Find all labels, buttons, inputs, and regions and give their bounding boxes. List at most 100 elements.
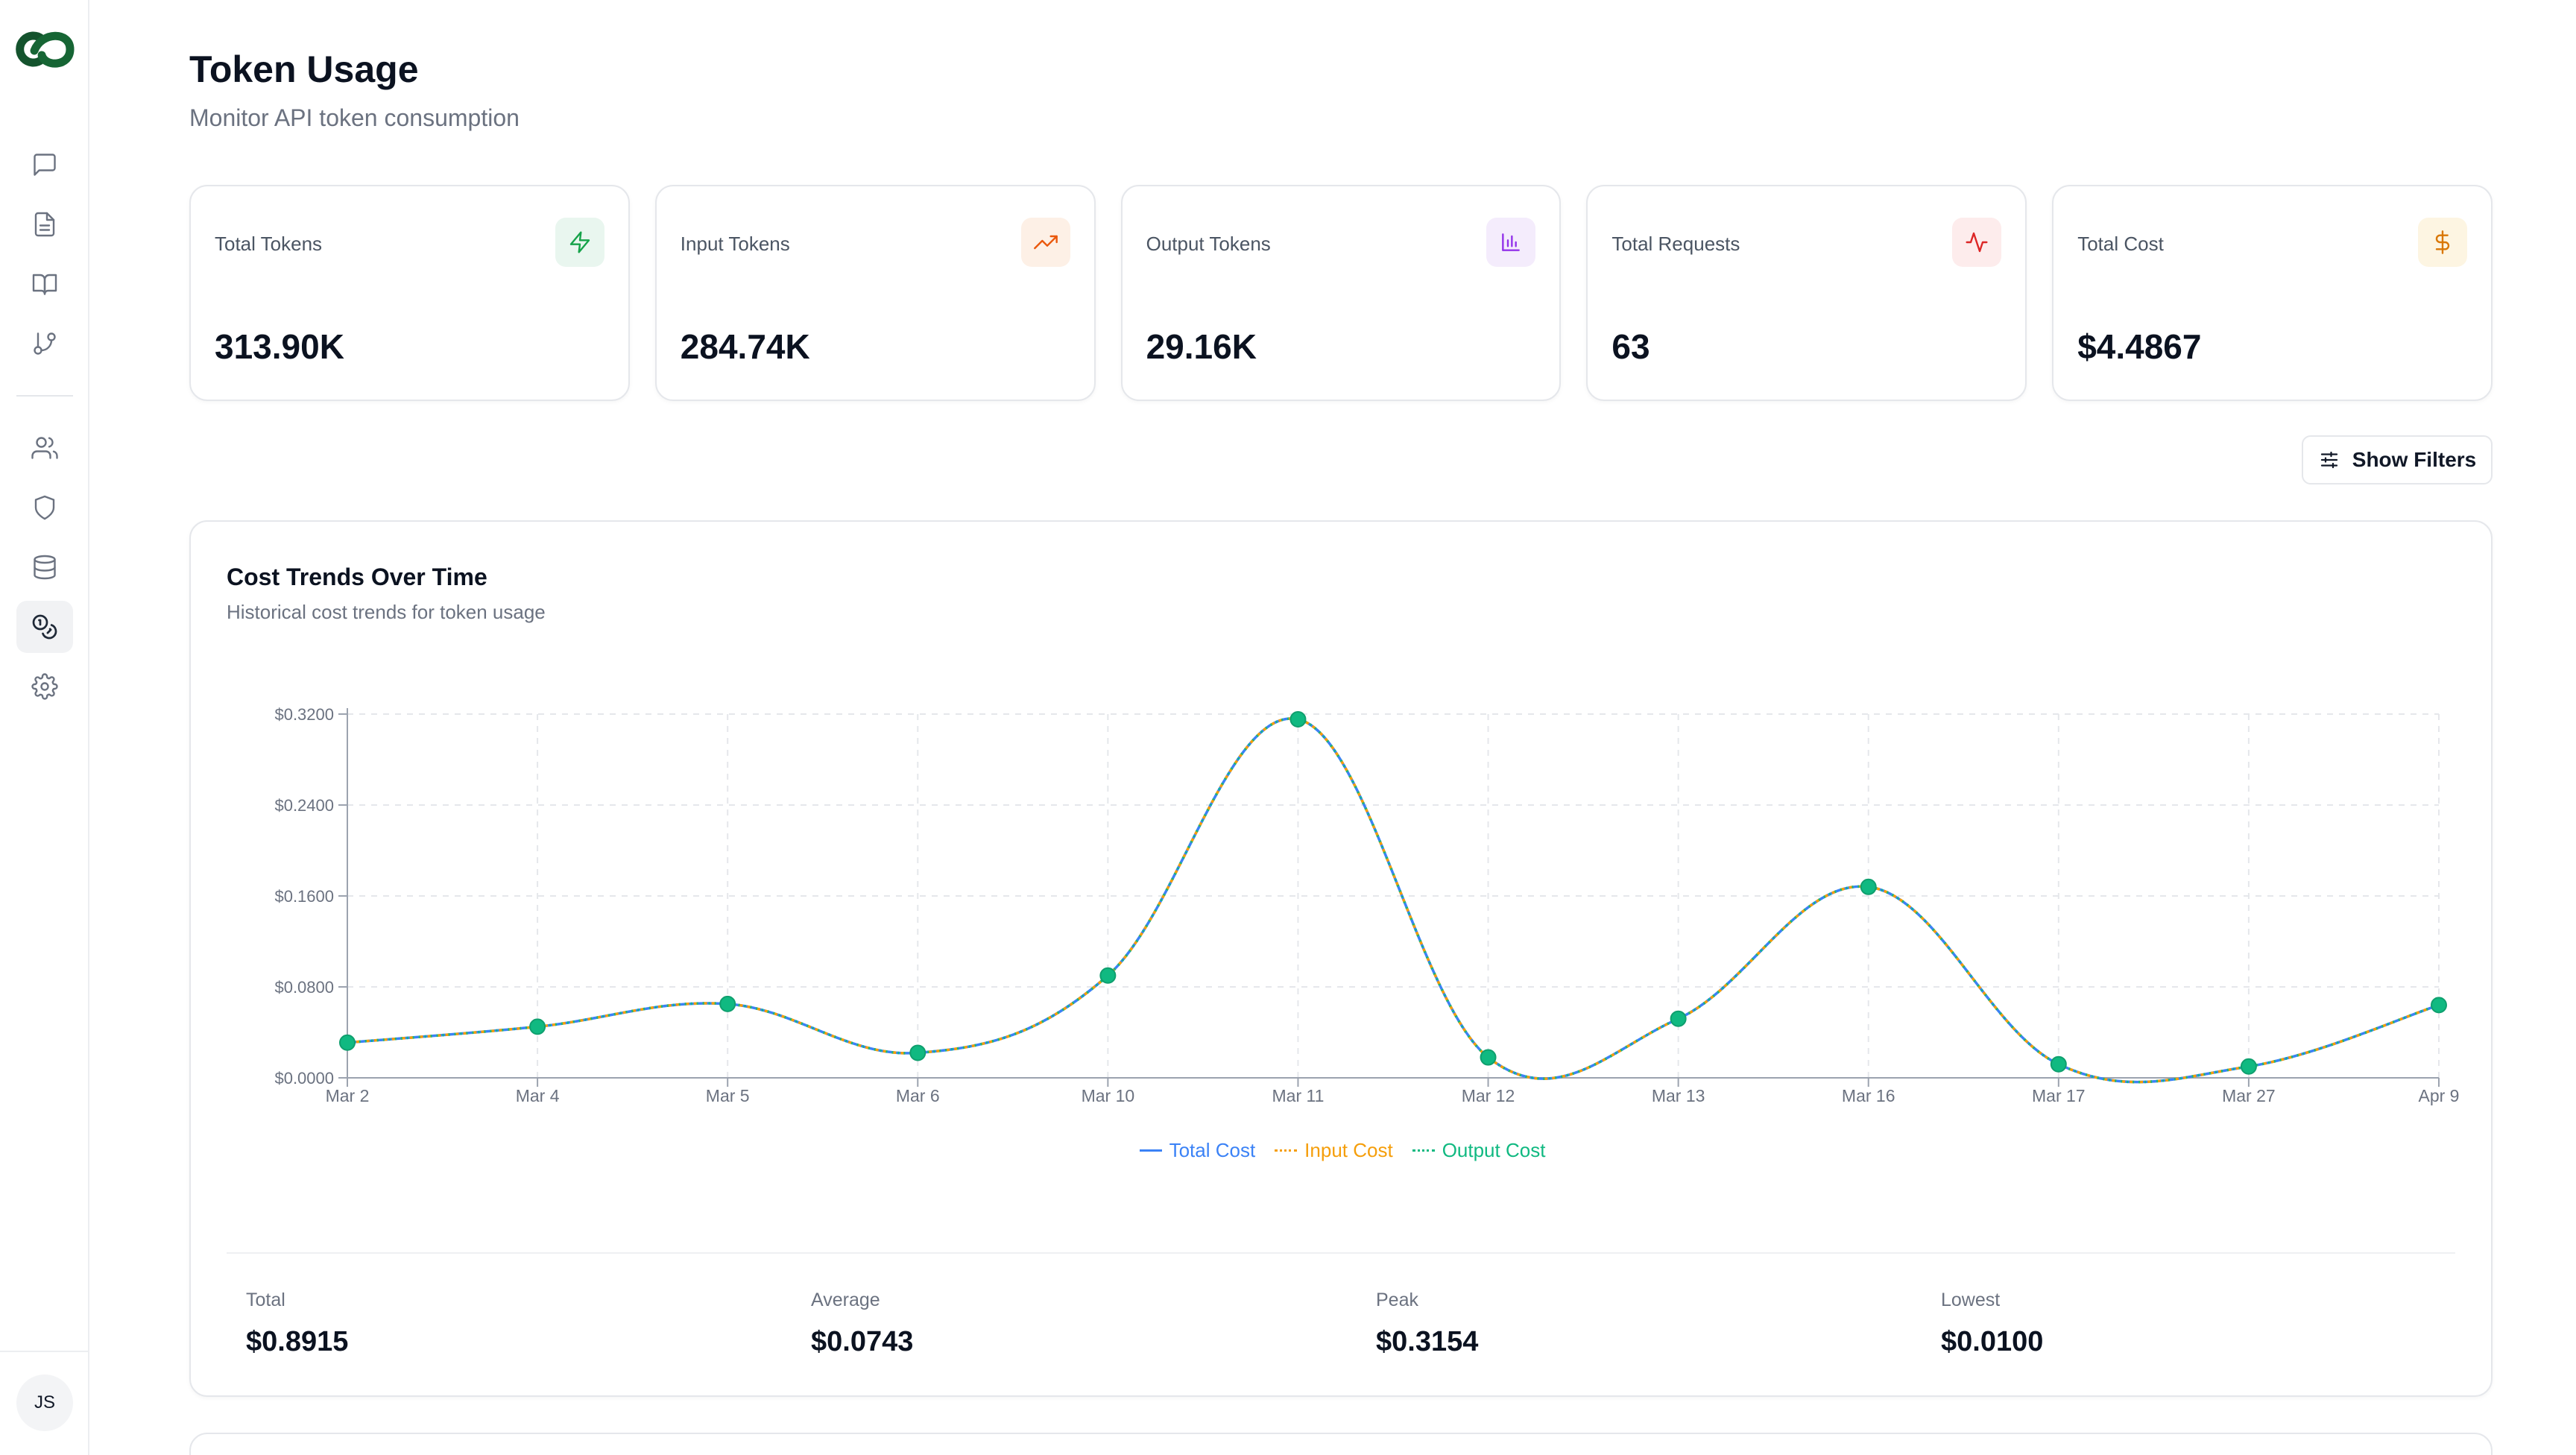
stat-card-input-tokens: Input Tokens 284.74K [654, 185, 1096, 401]
stat-card-output-tokens: Output Tokens 29.16K [1120, 185, 1562, 401]
stat-card-label: Total Cost [2077, 233, 2164, 255]
x-tick-label: Mar 5 [706, 1086, 750, 1105]
nav-database-icon[interactable] [16, 541, 73, 593]
data-point [2431, 997, 2447, 1014]
x-tick-label: Mar 17 [2032, 1086, 2086, 1105]
legend-label: Input Cost [1304, 1139, 1393, 1161]
data-point [719, 995, 736, 1012]
stat-card-value: 63 [1611, 327, 1650, 366]
x-tick-label: Mar 6 [896, 1086, 940, 1105]
data-point [1860, 878, 1877, 895]
stat-total: Total $0.8915 [246, 1290, 348, 1358]
data-point [1099, 967, 1117, 984]
stat-value: $0.8915 [246, 1326, 349, 1357]
stats-divider [227, 1252, 2455, 1254]
series-line-input-cost [347, 717, 2440, 1084]
cost-trends-chart: $0.0000 $0.0800 $0.1600 $0.2400 $0.3200 Mar 2… [274, 705, 2460, 1105]
stat-card-total-tokens: Total Tokens 313.90K [189, 185, 630, 401]
stat-value: $0.0100 [1941, 1326, 2044, 1357]
legend-item-input-cost[interactable]: Input Cost [1275, 1139, 1393, 1162]
legend-item-output-cost[interactable]: Output Cost [1412, 1139, 1546, 1162]
stat-cards: Total Tokens 313.90K Input Tokens 284.74K Ou… [189, 185, 2493, 401]
trending-up-icon [1020, 218, 1070, 267]
y-tick-label: $0.1600 [274, 887, 334, 906]
app-logo-icon[interactable] [12, 25, 78, 73]
stat-card-value: 29.16K [1146, 327, 1257, 366]
sidebar-footer: JS [0, 1351, 89, 1455]
nav-book-icon[interactable] [16, 258, 73, 310]
legend-item-total-cost[interactable]: Total Cost [1139, 1139, 1256, 1162]
legend-label: Total Cost [1169, 1139, 1256, 1161]
stat-card-label: Output Tokens [1146, 233, 1271, 255]
nav-coins-icon[interactable] [16, 601, 73, 653]
nav-divider [16, 395, 73, 397]
x-tick-label: Mar 10 [1082, 1086, 1135, 1105]
legend-label: Output Cost [1442, 1139, 1546, 1161]
legend-swatch [1412, 1149, 1435, 1152]
stat-peak: Peak $0.3154 [1376, 1290, 1478, 1358]
legend-swatch [1139, 1149, 1162, 1152]
y-tick-label: $0.0000 [274, 1069, 334, 1088]
stat-label: Peak [1376, 1290, 1418, 1310]
data-point [909, 1044, 926, 1061]
x-tick-label: Mar 11 [1272, 1086, 1325, 1105]
cost-trends-card: Cost Trends Over Time Historical cost tr… [189, 520, 2493, 1397]
data-point [1289, 711, 1307, 728]
x-tick-label: Mar 12 [1462, 1086, 1515, 1105]
stat-label: Average [811, 1290, 880, 1310]
show-filters-label: Show Filters [2352, 448, 2477, 471]
stat-value: $0.0743 [811, 1326, 914, 1357]
data-point [1670, 1010, 1687, 1027]
stat-lowest: Lowest $0.0100 [1941, 1290, 2043, 1358]
data-point [2240, 1058, 2257, 1075]
x-tick-label: Mar 16 [1842, 1086, 1895, 1105]
nav-document-icon[interactable] [16, 198, 73, 250]
nav-chat-icon[interactable] [16, 139, 73, 191]
series-line-output-cost [347, 717, 2440, 1084]
x-tick-label: Apr 9 [2419, 1086, 2460, 1105]
bar-chart-icon [1486, 218, 1536, 267]
stat-card-label: Input Tokens [680, 233, 790, 255]
stat-card-value: 284.74K [680, 327, 810, 366]
x-tick-label: Mar 27 [2222, 1086, 2276, 1105]
zap-icon [555, 218, 604, 267]
y-tick-label: $0.0800 [274, 978, 334, 997]
stat-label: Total [246, 1290, 285, 1310]
stat-card-label: Total Requests [1611, 233, 1740, 255]
stat-label: Lowest [1941, 1290, 2001, 1310]
chart-subtitle: Historical cost trends for token usage [227, 601, 546, 623]
x-tick-label: Mar 13 [1652, 1086, 1705, 1105]
dollar-icon [2417, 218, 2467, 267]
stat-card-total-cost: Total Cost $4.4867 [2052, 185, 2493, 401]
nav-git-branch-icon[interactable] [16, 318, 73, 370]
next-section-card [189, 1433, 2493, 1455]
sliders-icon [2320, 451, 2337, 469]
activity-icon [1952, 218, 2002, 267]
chart-legend: Total Cost Input Cost Output Cost [191, 1139, 2494, 1162]
show-filters-button[interactable]: Show Filters [2302, 435, 2493, 485]
series-line-total-cost [347, 717, 2440, 1084]
user-avatar[interactable]: JS [16, 1374, 73, 1431]
stat-card-value: $4.4867 [2077, 327, 2202, 366]
x-tick-label: Mar 2 [326, 1086, 370, 1105]
legend-swatch [1275, 1149, 1298, 1152]
stat-card-total-requests: Total Requests 63 [1586, 185, 2027, 401]
nav-users-icon[interactable] [16, 422, 73, 474]
stat-average: Average $0.0743 [811, 1290, 913, 1358]
chart-title: Cost Trends Over Time [227, 564, 487, 590]
data-point [339, 1034, 356, 1051]
y-tick-label: $0.2400 [274, 796, 334, 815]
data-point [529, 1018, 546, 1035]
stat-card-value: 313.90K [215, 327, 344, 366]
page-subtitle: Monitor API token consumption [189, 104, 520, 131]
data-point [1480, 1049, 1497, 1066]
stat-card-label: Total Tokens [215, 233, 323, 255]
y-tick-label: $0.3200 [274, 705, 334, 724]
nav-shield-icon[interactable] [16, 482, 73, 534]
page-title: Token Usage [189, 48, 419, 90]
nav-settings-icon[interactable] [16, 660, 73, 713]
sidebar: JS [0, 0, 89, 1455]
data-point [2050, 1055, 2067, 1073]
stat-value: $0.3154 [1376, 1326, 1479, 1357]
